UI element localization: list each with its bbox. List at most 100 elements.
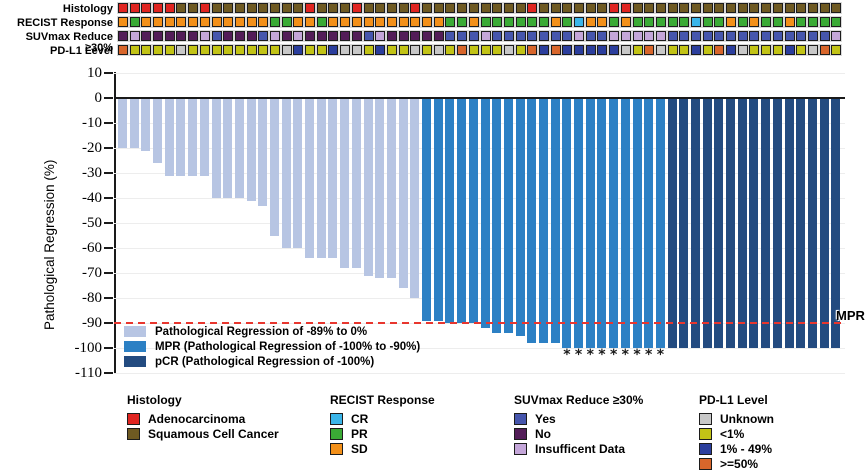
waterfall-bar [457, 99, 467, 323]
annotation-cell [655, 31, 666, 41]
legend-swatch [699, 457, 712, 470]
annotation-cell [445, 31, 456, 41]
waterfall-bar [293, 99, 303, 248]
annotation-cell [515, 31, 526, 41]
annotation-cell [468, 3, 479, 13]
waterfall-bar [445, 99, 455, 323]
annotation-cell [702, 45, 713, 55]
annotation-cell [655, 17, 666, 27]
annotation-cell [305, 31, 316, 41]
axis-tick [104, 197, 113, 199]
waterfall-bar [188, 99, 198, 176]
annotation-cell [772, 31, 783, 41]
annotation-cell [199, 3, 210, 13]
annotation-cell [597, 45, 608, 55]
gridline [114, 198, 845, 199]
annotation-cell [153, 17, 164, 27]
annotation-cell [118, 17, 128, 27]
annotation-cell [328, 31, 339, 41]
annotation-cell [819, 31, 830, 41]
axis-tick [104, 97, 113, 99]
legend-group-title: RECIST Response [330, 393, 435, 407]
legend-item: Squamous Cell Cancer [127, 426, 279, 441]
annotation-cell [375, 3, 386, 13]
annotation-cell [164, 17, 175, 27]
annotation-cell [597, 17, 608, 27]
annotation-cell [457, 45, 468, 55]
legend-group: PD-L1 Level Unknown <1% 1% - 49% >=50% [699, 393, 774, 471]
waterfall-bar [422, 99, 432, 321]
annotation-cell [726, 45, 737, 55]
axis-tick-label: -70 [82, 264, 102, 281]
annotation-cell [667, 31, 678, 41]
legend-group: SUVmax Reduce ≥30% Yes No Insufficent Data [514, 393, 643, 456]
annotation-cell [386, 3, 397, 13]
waterfall-bar [667, 99, 677, 348]
axis-tick-label: -90 [82, 314, 102, 331]
annotation-cell [831, 45, 842, 55]
legend-swatch [330, 442, 343, 455]
legend-item: <1% [699, 426, 774, 441]
annotation-cell [550, 3, 561, 13]
annotation-cell [410, 3, 421, 13]
annotation-cell [574, 3, 585, 13]
gridline [114, 73, 845, 74]
annotation-cell [620, 31, 631, 41]
annotation-cell [632, 31, 643, 41]
axis-tick [104, 347, 113, 349]
waterfall-bar [468, 99, 478, 323]
annotation-cell [480, 31, 491, 41]
annotation-cell [679, 45, 690, 55]
axis-tick [104, 222, 113, 224]
significance-asterisk: * [598, 347, 606, 363]
annotation-cell [375, 31, 386, 41]
annotation-cell [562, 45, 573, 55]
annotation-cell [620, 45, 631, 55]
annotation-cell [597, 3, 608, 13]
legend-item: >=50% [699, 456, 774, 471]
annotation-cell [293, 31, 304, 41]
waterfall-bar [375, 99, 385, 278]
annotation-cell [714, 45, 725, 55]
axis-tick-label: 10 [87, 64, 102, 81]
annotation-cell [609, 3, 620, 13]
annotation-cell [749, 17, 760, 27]
legend-label: >=50% [720, 456, 759, 471]
annotation-cell [796, 3, 807, 13]
annotation-cell [655, 3, 666, 13]
legend-group-title: PD-L1 Level [699, 393, 768, 407]
annotation-cell [270, 17, 281, 27]
waterfall-bar [316, 99, 326, 258]
annotation-cell [737, 17, 748, 27]
legend-label: Squamous Cell Cancer [148, 426, 279, 441]
annotation-cell [410, 31, 421, 41]
annotation-cell [328, 3, 339, 13]
annotation-cell [620, 17, 631, 27]
annotation-cell [831, 17, 842, 27]
y-axis-title: Pathological Regression (%) [42, 159, 57, 330]
annotation-cell [410, 45, 421, 55]
annotation-cell [164, 31, 175, 41]
waterfall-bar [550, 99, 560, 343]
annotation-cell [293, 3, 304, 13]
annotation-cell [784, 31, 795, 41]
waterfall-bar [655, 99, 665, 348]
legend-item: PR [330, 426, 435, 441]
annotation-cell [351, 45, 362, 55]
annotation-cell [784, 17, 795, 27]
annotation-cell [258, 45, 269, 55]
waterfall-bar [258, 99, 268, 206]
annotation-cell [726, 31, 737, 41]
regression-legend-row: pCR (Pathological Regression of -100%) [124, 354, 420, 369]
annotation-cell [679, 31, 690, 41]
mpr-threshold-line [114, 321, 845, 324]
legend-label: <1% [720, 426, 745, 441]
annotation-cell [574, 17, 585, 27]
significance-asterisk: * [609, 347, 618, 363]
waterfall-bar [726, 99, 736, 348]
annotation-cell [223, 17, 234, 27]
mpr-threshold-label: MPR [836, 308, 865, 323]
annotation-cell [340, 31, 351, 41]
annotation-cell [457, 31, 468, 41]
annotation-cell [468, 31, 479, 41]
